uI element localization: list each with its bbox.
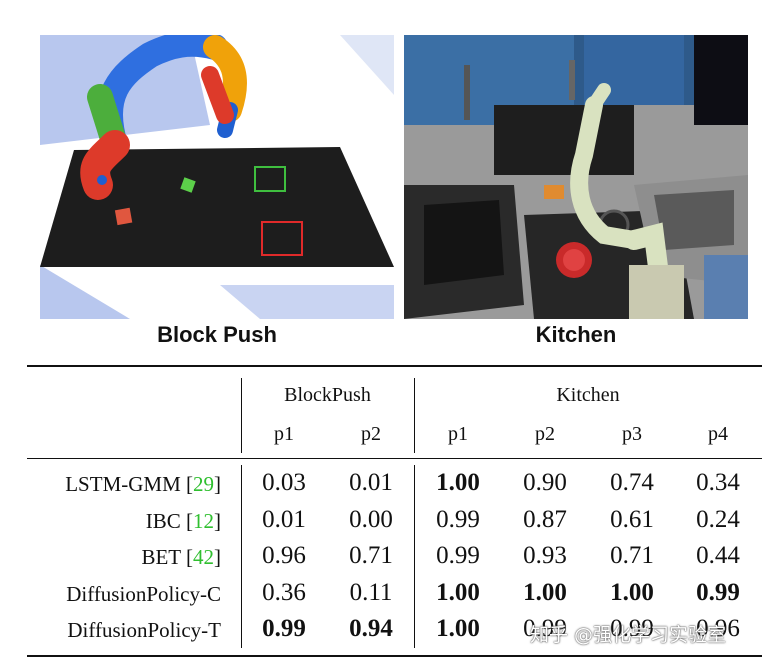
score-cell: 0.61 <box>610 506 654 533</box>
block-push-render <box>40 35 394 319</box>
score-cell: 0.36 <box>262 579 306 606</box>
column-header: p2 <box>535 423 555 445</box>
table-row: BET [42] 0.96 0.71 0.99 0.93 0.71 0.44 <box>0 539 781 575</box>
method-name: IBC [12] <box>145 509 221 533</box>
score-cell: 0.24 <box>696 506 740 533</box>
column-header: p2 <box>361 423 381 445</box>
method-label: IBC <box>145 509 181 533</box>
watermark: 知乎 @强化学习实验室 <box>530 624 727 646</box>
score-cell: 1.00 <box>436 469 480 496</box>
score-cell: 0.44 <box>696 542 740 569</box>
method-name: DiffusionPolicy-C <box>0 582 221 607</box>
score-cell: 0.99 <box>696 579 740 606</box>
citation-link[interactable]: 12 <box>193 509 214 533</box>
score-cell: 0.01 <box>349 469 393 496</box>
column-header: p3 <box>622 423 642 445</box>
citation-link[interactable]: 42 <box>193 545 214 569</box>
score-cell: 0.71 <box>349 542 393 569</box>
method-label: BET <box>141 545 181 569</box>
column-header: p1 <box>274 423 294 445</box>
table-surface <box>40 147 394 267</box>
column-divider <box>414 378 415 453</box>
method-name: LSTM-GMM [29] <box>65 472 221 496</box>
group-header-kitchen: Kitchen <box>556 384 620 406</box>
kitchen-caption: Kitchen <box>535 322 617 347</box>
score-cell: 0.99 <box>262 615 306 642</box>
block-push-image <box>40 35 394 319</box>
method-label: LSTM-GMM <box>65 472 181 496</box>
kitchen-image <box>404 35 748 319</box>
column-divider <box>241 465 242 648</box>
score-cell: 0.11 <box>349 579 393 606</box>
score-cell: 0.00 <box>349 506 393 533</box>
kitchen-render <box>404 35 748 319</box>
score-cell: 0.96 <box>696 615 740 642</box>
table-row: DiffusionPolicy-T 0.99 0.94 1.00 0.99 0.99 0.9… <box>0 612 781 648</box>
method-name: BET [42] <box>141 545 221 569</box>
citation-link[interactable]: 29 <box>193 472 214 496</box>
score-cell: 0.74 <box>610 469 654 496</box>
table-row: DiffusionPolicy-C 0.36 0.11 1.00 1.00 1.00 0.9… <box>0 576 781 612</box>
score-cell: 1.00 <box>436 615 480 642</box>
column-divider <box>414 465 415 648</box>
score-cell: 0.71 <box>610 542 654 569</box>
group-header-blockpush: BlockPush <box>284 384 371 406</box>
score-cell: 0.99 <box>610 615 654 642</box>
score-cell: 0.01 <box>262 506 306 533</box>
score-cell: 0.34 <box>696 469 740 496</box>
table-top-rule <box>27 365 762 367</box>
table-header-rule <box>27 458 762 459</box>
score-cell: 0.99 <box>436 506 480 533</box>
score-cell: 1.00 <box>523 579 567 606</box>
column-header: p1 <box>448 423 468 445</box>
score-cell: 0.03 <box>262 469 306 496</box>
score-cell: 0.96 <box>262 542 306 569</box>
method-label: DiffusionPolicy-T <box>67 618 221 642</box>
score-cell: 0.94 <box>349 615 393 642</box>
table-row: IBC [12] 0.01 0.00 0.99 0.87 0.61 0.24 <box>0 503 781 539</box>
table-bottom-rule <box>27 655 762 657</box>
method-label: DiffusionPolicy-C <box>66 582 221 606</box>
score-cell: 0.99 <box>523 615 567 642</box>
score-cell: 1.00 <box>436 579 480 606</box>
score-cell: 0.93 <box>523 542 567 569</box>
column-header: p4 <box>708 423 728 445</box>
method-name: DiffusionPolicy-T <box>0 618 221 643</box>
column-divider <box>241 378 242 453</box>
score-cell: 1.00 <box>610 579 654 606</box>
table-row: LSTM-GMM [29] 0.03 0.01 1.00 0.90 0.74 0.34 <box>0 466 781 502</box>
score-cell: 0.99 <box>436 542 480 569</box>
score-cell: 0.87 <box>523 506 567 533</box>
block-push-caption: Block Push <box>157 322 277 347</box>
score-cell: 0.90 <box>523 469 567 496</box>
